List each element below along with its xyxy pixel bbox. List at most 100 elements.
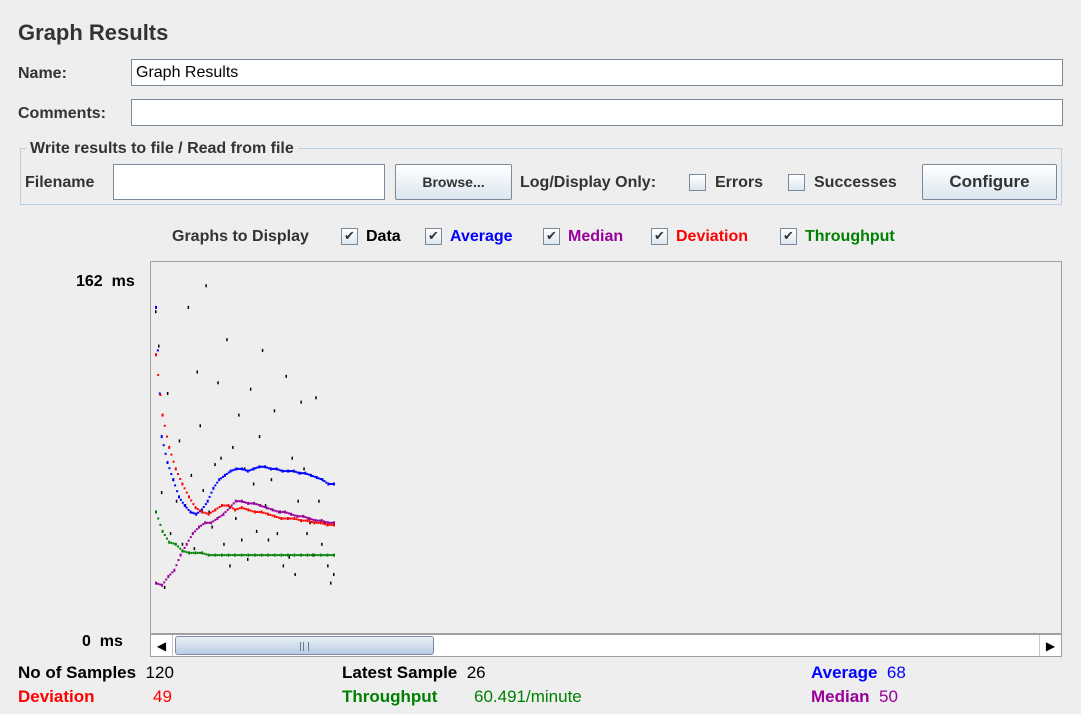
- point-median: [245, 501, 247, 504]
- median-stat: Median 50: [811, 687, 898, 707]
- check-icon: ✔: [783, 229, 794, 244]
- point-median: [275, 510, 278, 513]
- scroll-right-arrow-icon[interactable]: ▶: [1039, 635, 1061, 656]
- point-average: [279, 469, 282, 472]
- point-average: [323, 480, 326, 483]
- point-median: [257, 503, 260, 506]
- point-median: [200, 524, 202, 527]
- point-average: [237, 467, 240, 470]
- average-checkbox[interactable]: ✔: [425, 228, 442, 245]
- point-throughput: [293, 553, 296, 557]
- point-median: [214, 518, 217, 521]
- point-deviation: [172, 460, 175, 463]
- point-median: [285, 511, 288, 514]
- point-data: [321, 542, 323, 546]
- point-average: [310, 473, 312, 477]
- point-data: [303, 467, 305, 471]
- name-field[interactable]: Graph Results: [131, 59, 1063, 86]
- point-data: [309, 521, 311, 525]
- point-median: [302, 514, 305, 518]
- point-median: [328, 521, 331, 524]
- point-data: [330, 581, 332, 585]
- configure-button[interactable]: Configure: [922, 164, 1057, 200]
- throughput-graph-label: Throughput: [805, 228, 895, 245]
- point-average: [287, 469, 290, 473]
- point-deviation: [322, 522, 324, 525]
- point-throughput: [258, 554, 261, 557]
- point-median: [290, 512, 292, 516]
- point-average: [271, 467, 274, 470]
- point-deviation: [264, 512, 267, 515]
- point-deviation: [179, 478, 182, 480]
- point-data: [273, 409, 276, 413]
- errors-checkbox[interactable]: [689, 174, 706, 191]
- point-data: [315, 396, 317, 400]
- point-median: [204, 521, 207, 525]
- point-throughput: [192, 551, 195, 554]
- point-median: [185, 542, 188, 546]
- point-median: [206, 521, 209, 524]
- point-deviation: [183, 487, 186, 490]
- point-deviation: [245, 508, 248, 511]
- point-data: [238, 413, 240, 417]
- point-data: [232, 445, 234, 449]
- point-data: [166, 392, 169, 395]
- filename-field[interactable]: [113, 164, 385, 200]
- check-icon: ✔: [546, 229, 557, 244]
- point-data: [190, 473, 193, 477]
- point-throughput: [194, 551, 197, 555]
- scroll-left-arrow-icon[interactable]: ◀: [151, 635, 173, 656]
- graph-canvas: [155, 284, 335, 589]
- median-checkbox[interactable]: ✔: [543, 228, 560, 245]
- latest-sample-value: 26: [466, 663, 486, 682]
- panel-title: Graph Results: [18, 20, 169, 45]
- point-median: [191, 532, 194, 536]
- graph-horizontal-scrollbar[interactable]: ◀ ▶: [150, 634, 1062, 657]
- filename-label: Filename: [25, 174, 95, 191]
- deviation-checkbox[interactable]: ✔: [651, 228, 668, 245]
- grip-icon: [300, 642, 309, 651]
- comments-field[interactable]: [131, 99, 1063, 126]
- successes-checkbox[interactable]: [788, 174, 805, 191]
- point-average: [212, 486, 215, 490]
- point-average: [317, 477, 320, 480]
- point-throughput: [267, 553, 270, 557]
- data-checkbox[interactable]: ✔: [341, 228, 358, 245]
- point-average: [225, 473, 228, 475]
- point-deviation: [273, 514, 276, 518]
- point-throughput: [242, 554, 245, 557]
- point-deviation: [258, 511, 261, 513]
- point-median: [279, 511, 282, 513]
- point-average: [333, 482, 335, 486]
- point-median: [163, 581, 166, 584]
- samples-label: No of Samples: [18, 663, 137, 682]
- point-median: [261, 505, 264, 508]
- point-throughput: [251, 554, 254, 557]
- point-median: [220, 514, 223, 517]
- data-graph-label: Data: [366, 228, 401, 245]
- point-median: [173, 568, 176, 572]
- point-deviation: [328, 523, 331, 526]
- point-throughput: [322, 554, 324, 557]
- point-median: [265, 506, 268, 510]
- point-deviation: [218, 506, 221, 508]
- point-data: [318, 499, 320, 503]
- browse-button[interactable]: Browse...: [395, 164, 512, 200]
- point-throughput: [155, 510, 157, 514]
- point-median: [288, 512, 290, 515]
- point-throughput: [229, 554, 232, 557]
- scrollbar-thumb[interactable]: [175, 636, 434, 655]
- point-data: [175, 499, 178, 503]
- throughput-checkbox[interactable]: ✔: [780, 228, 797, 245]
- point-average: [197, 511, 200, 514]
- point-average: [245, 469, 247, 472]
- point-average: [170, 473, 173, 475]
- point-data: [327, 564, 329, 568]
- point-data: [208, 510, 210, 514]
- point-deviation: [267, 512, 270, 516]
- point-deviation: [262, 511, 265, 514]
- point-throughput: [256, 554, 259, 557]
- point-median: [183, 546, 186, 549]
- point-deviation: [308, 520, 311, 523]
- point-throughput: [209, 554, 212, 557]
